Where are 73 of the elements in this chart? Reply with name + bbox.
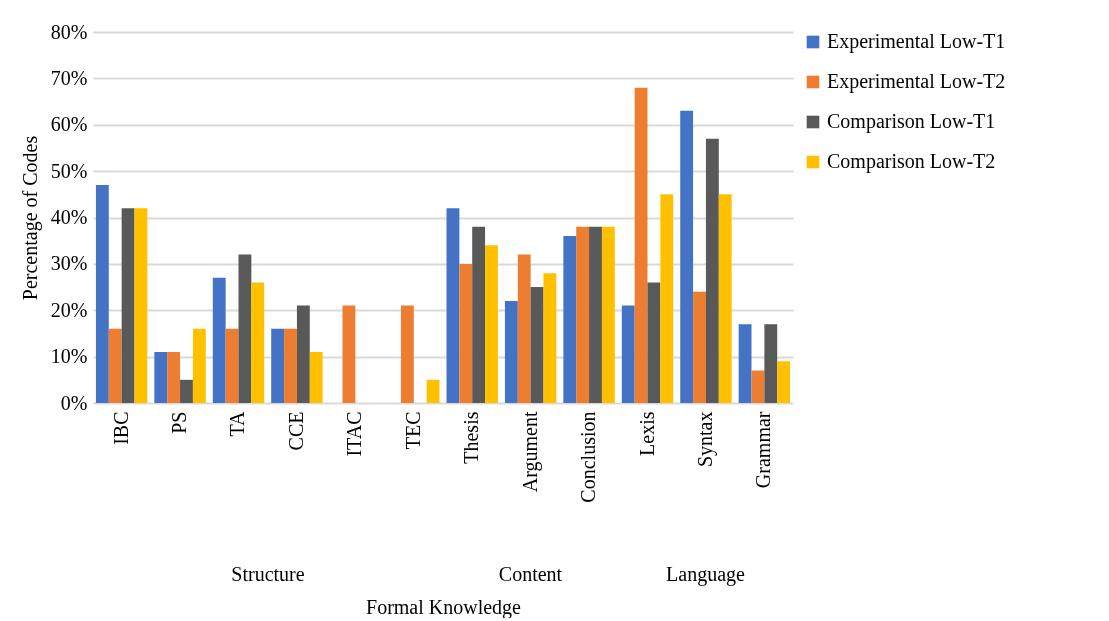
x-tick-label: ITAC [343,411,366,457]
y-tick-label: 80% [50,20,88,43]
x-tick-label: Conclusion [577,411,600,503]
bar [621,305,635,403]
x-tick-label: Grammar [752,411,775,489]
bar [660,194,674,403]
bar [530,287,544,403]
bar [751,370,765,403]
bar [296,305,310,403]
legend-label: Comparison Low-T2 [827,150,996,173]
x-tick-label: Thesis [460,411,483,464]
text: Content [498,563,563,585]
y-axis-title: Percentage of Codes [18,135,42,301]
bar [212,277,226,403]
bar [601,226,615,403]
y-tick-label: 60% [50,113,88,136]
y-tick-label: 50% [50,159,88,182]
bar [121,208,135,403]
bar [271,328,285,403]
bar [543,273,557,403]
bar [680,110,694,403]
x-tick-label: Argument [518,411,542,493]
y-tick-label: 70% [50,66,88,89]
x-tick-label: TEC [401,411,424,450]
bar [634,87,648,403]
bar [459,263,473,403]
bar [589,226,602,403]
legend-label: Experimental Low-T1 [827,30,1006,53]
x-tick-label: PS [168,411,191,434]
x-tick-label: Lexis [635,411,658,456]
bar [485,245,498,403]
bar [446,208,460,403]
bar [705,138,719,403]
bar [693,291,706,403]
y-tick-label: 0% [60,391,88,414]
legend-label: Experimental Low-T2 [827,70,1006,93]
bar [95,185,109,403]
x-tick-label: Syntax [693,411,717,468]
bar [504,300,518,403]
y-tick-label: 20% [50,298,88,321]
bar [563,236,577,403]
y-tick-label: 30% [50,252,88,275]
bar [400,305,414,403]
bar [284,328,297,403]
bar [192,328,206,403]
bar [342,305,356,403]
bar [180,379,193,403]
text: Structure [231,563,305,585]
bar [134,208,148,403]
bar [309,351,323,403]
y-tick-label: 10% [50,345,88,368]
bar [225,328,239,403]
x-tick-label: CCE [284,411,307,451]
x-tick-label: IBC [109,411,132,445]
bar [718,194,732,403]
x-axis-title: Formal Knowledge [366,595,522,619]
legend-label: Comparison Low-T1 [827,110,996,133]
bar [738,324,752,403]
x-tick-label: TA [226,410,249,437]
bar [764,324,778,403]
bar [777,361,791,403]
bar [517,254,531,403]
bar [154,351,168,403]
y-tick-label: 40% [50,206,88,228]
bar [576,226,590,403]
bar [647,282,661,403]
bar [238,254,252,403]
bar [108,328,122,403]
text: Language [666,563,746,586]
bar [472,226,486,403]
bar [426,379,440,403]
bar [251,282,265,403]
bar [167,351,181,403]
